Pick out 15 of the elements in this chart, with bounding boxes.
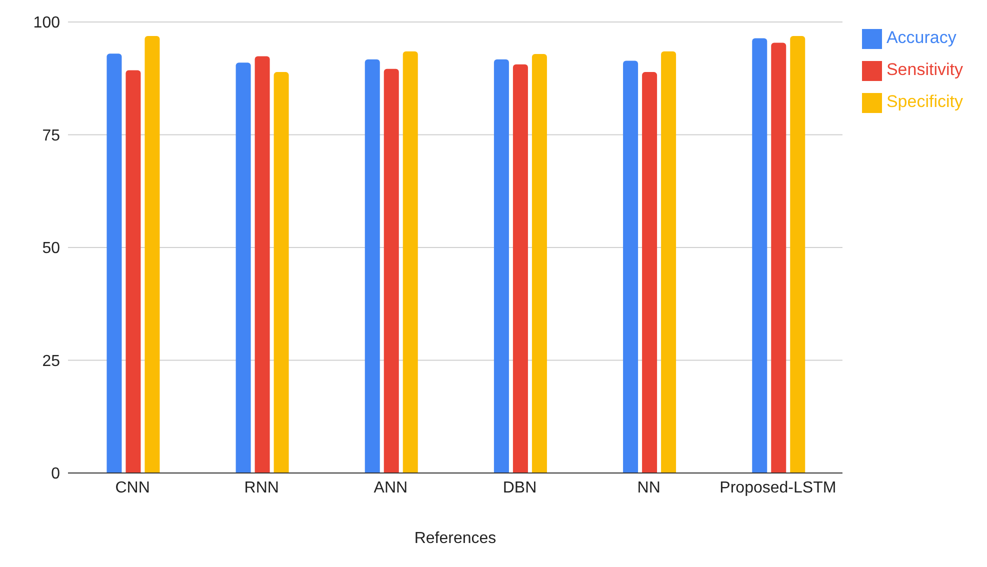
y-tick-label: 25	[42, 352, 60, 370]
x-tick-label: CNN	[115, 479, 150, 496]
x-axis-title: References	[414, 530, 496, 547]
y-tick-label: 50	[42, 240, 60, 258]
legend-label: Accuracy	[886, 28, 956, 47]
legend-label: Sensitivity	[886, 60, 963, 79]
x-tick-label: NN	[637, 479, 660, 496]
x-tick-label: Proposed-LSTM	[720, 479, 836, 496]
x-tick-label: ANN	[374, 479, 408, 496]
legend-label: Specificity	[886, 92, 963, 111]
y-tick-label: 100	[33, 14, 60, 32]
x-tick-label: RNN	[244, 479, 279, 496]
y-tick-label: 75	[42, 127, 60, 144]
y-tick-label: 0	[51, 466, 60, 483]
x-tick-label: DBN	[502, 479, 537, 496]
